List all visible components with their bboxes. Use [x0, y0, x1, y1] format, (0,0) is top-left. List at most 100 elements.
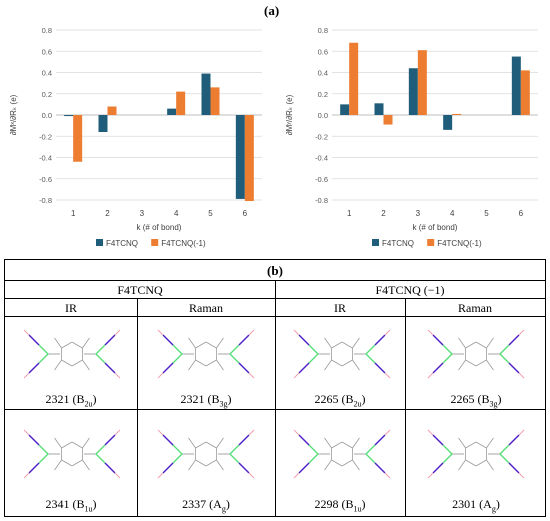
ring-bond — [61, 459, 73, 467]
cn-triple-bond — [28, 334, 40, 346]
mode-frequency: 2265 (B — [450, 392, 490, 406]
cn-triple-bond — [104, 434, 116, 446]
bar — [511, 56, 521, 115]
cf-bond — [458, 337, 466, 349]
displacement-vector — [427, 372, 434, 379]
cf-bond — [188, 459, 196, 471]
x-tick-label: 5 — [208, 209, 213, 218]
bar — [383, 115, 393, 125]
cyano-bond — [229, 344, 240, 355]
cyano-bond — [499, 444, 510, 455]
ring-bond — [465, 441, 477, 449]
y-tick-label: -0.6 — [39, 175, 52, 184]
bar — [167, 108, 177, 115]
displacement-vector — [157, 372, 164, 379]
ring-bond — [475, 341, 487, 349]
displacement-vector — [427, 429, 434, 436]
y-tick-label: 0.2 — [318, 90, 328, 99]
ring-bond — [341, 459, 353, 467]
ring-bond — [205, 459, 217, 467]
ring-bond — [341, 341, 353, 349]
y-tick-label: 0.6 — [318, 47, 328, 56]
ring-bond — [341, 441, 353, 449]
cyano-bond — [308, 344, 319, 355]
molecule-mode-2265-ir — [293, 329, 391, 379]
cf-bond — [188, 437, 196, 449]
cn-triple-bond — [508, 434, 520, 446]
cyano-bond — [38, 344, 49, 355]
displacement-vector — [384, 429, 391, 436]
bar — [235, 115, 245, 199]
subheader-raman-anion: Raman — [458, 301, 492, 315]
bar — [408, 68, 418, 115]
molecule-mode-2341-ir — [23, 429, 121, 479]
mode-caption: 2265 (B3g) — [450, 392, 502, 409]
mode-frequency: 2321 (B — [180, 392, 220, 406]
displacement-vector — [518, 329, 525, 336]
cyano-bond — [442, 444, 453, 455]
displacement-vector — [23, 329, 30, 336]
displacement-vector — [384, 472, 391, 479]
ring-bond — [465, 359, 477, 367]
y-tick-label: -0.4 — [39, 154, 52, 163]
y-axis-label: ∂Mʸ/∂Rₖ (e) — [285, 94, 294, 135]
mode-caption: 2265 (B2u) — [314, 392, 366, 409]
legend-swatch — [372, 239, 379, 246]
mode-caption: 2301 (Ag) — [452, 497, 500, 514]
x-tick-label: 6 — [519, 209, 524, 218]
cf-bond — [216, 459, 224, 471]
ring-bond — [475, 459, 487, 467]
cf-bond — [352, 359, 360, 371]
panel-a-label: (a) — [264, 3, 280, 18]
cf-bond — [324, 437, 332, 449]
y-tick-label: -0.4 — [315, 154, 328, 163]
bar — [64, 115, 74, 117]
displacement-vector — [518, 429, 525, 436]
ring-bond — [71, 359, 83, 367]
x-tick-label: 2 — [105, 209, 110, 218]
x-axis-label: k (# of bond) — [137, 223, 182, 232]
cyano-bond — [308, 453, 319, 464]
mode-symmetry-subscript: 1u — [84, 504, 93, 514]
bar — [520, 70, 530, 115]
cf-bond — [458, 459, 466, 471]
bar — [443, 115, 453, 130]
y-tick-label: 0.0 — [318, 111, 328, 120]
ring-bond — [465, 341, 477, 349]
cyano-bond — [172, 344, 183, 355]
ring-bond — [195, 359, 207, 367]
cn-triple-bond — [432, 434, 444, 446]
cf-bond — [324, 337, 332, 349]
ring-bond — [195, 459, 207, 467]
cf-bond — [486, 359, 494, 371]
displacement-vector — [427, 329, 434, 336]
cf-bond — [486, 437, 494, 449]
displacement-vector — [23, 429, 30, 436]
cf-bond — [216, 437, 224, 449]
cn-triple-bond — [298, 334, 310, 346]
y-tick-label: -0.2 — [39, 132, 52, 141]
displacement-vector — [384, 329, 391, 336]
ring-bond — [331, 359, 343, 367]
bar — [349, 42, 359, 115]
cf-bond — [458, 359, 466, 371]
x-tick-label: 4 — [450, 209, 455, 218]
bar — [210, 87, 220, 115]
cyano-bond — [38, 444, 49, 455]
subheader-raman-neutral: Raman — [189, 301, 223, 315]
displacement-vector — [248, 429, 255, 436]
cyano-bond — [229, 453, 240, 464]
displacement-vector — [293, 429, 300, 436]
cf-bond — [458, 437, 466, 449]
cn-triple-bond — [104, 462, 116, 474]
cn-triple-bond — [432, 462, 444, 474]
bar — [244, 115, 254, 202]
ring-bond — [465, 459, 477, 467]
subheader-ir-neutral: IR — [65, 301, 77, 315]
cyano-bond — [95, 444, 106, 455]
displacement-vector — [427, 472, 434, 479]
cn-triple-bond — [162, 462, 174, 474]
ring-bond — [61, 359, 73, 367]
cf-bond — [54, 437, 62, 449]
cn-triple-bond — [28, 434, 40, 446]
